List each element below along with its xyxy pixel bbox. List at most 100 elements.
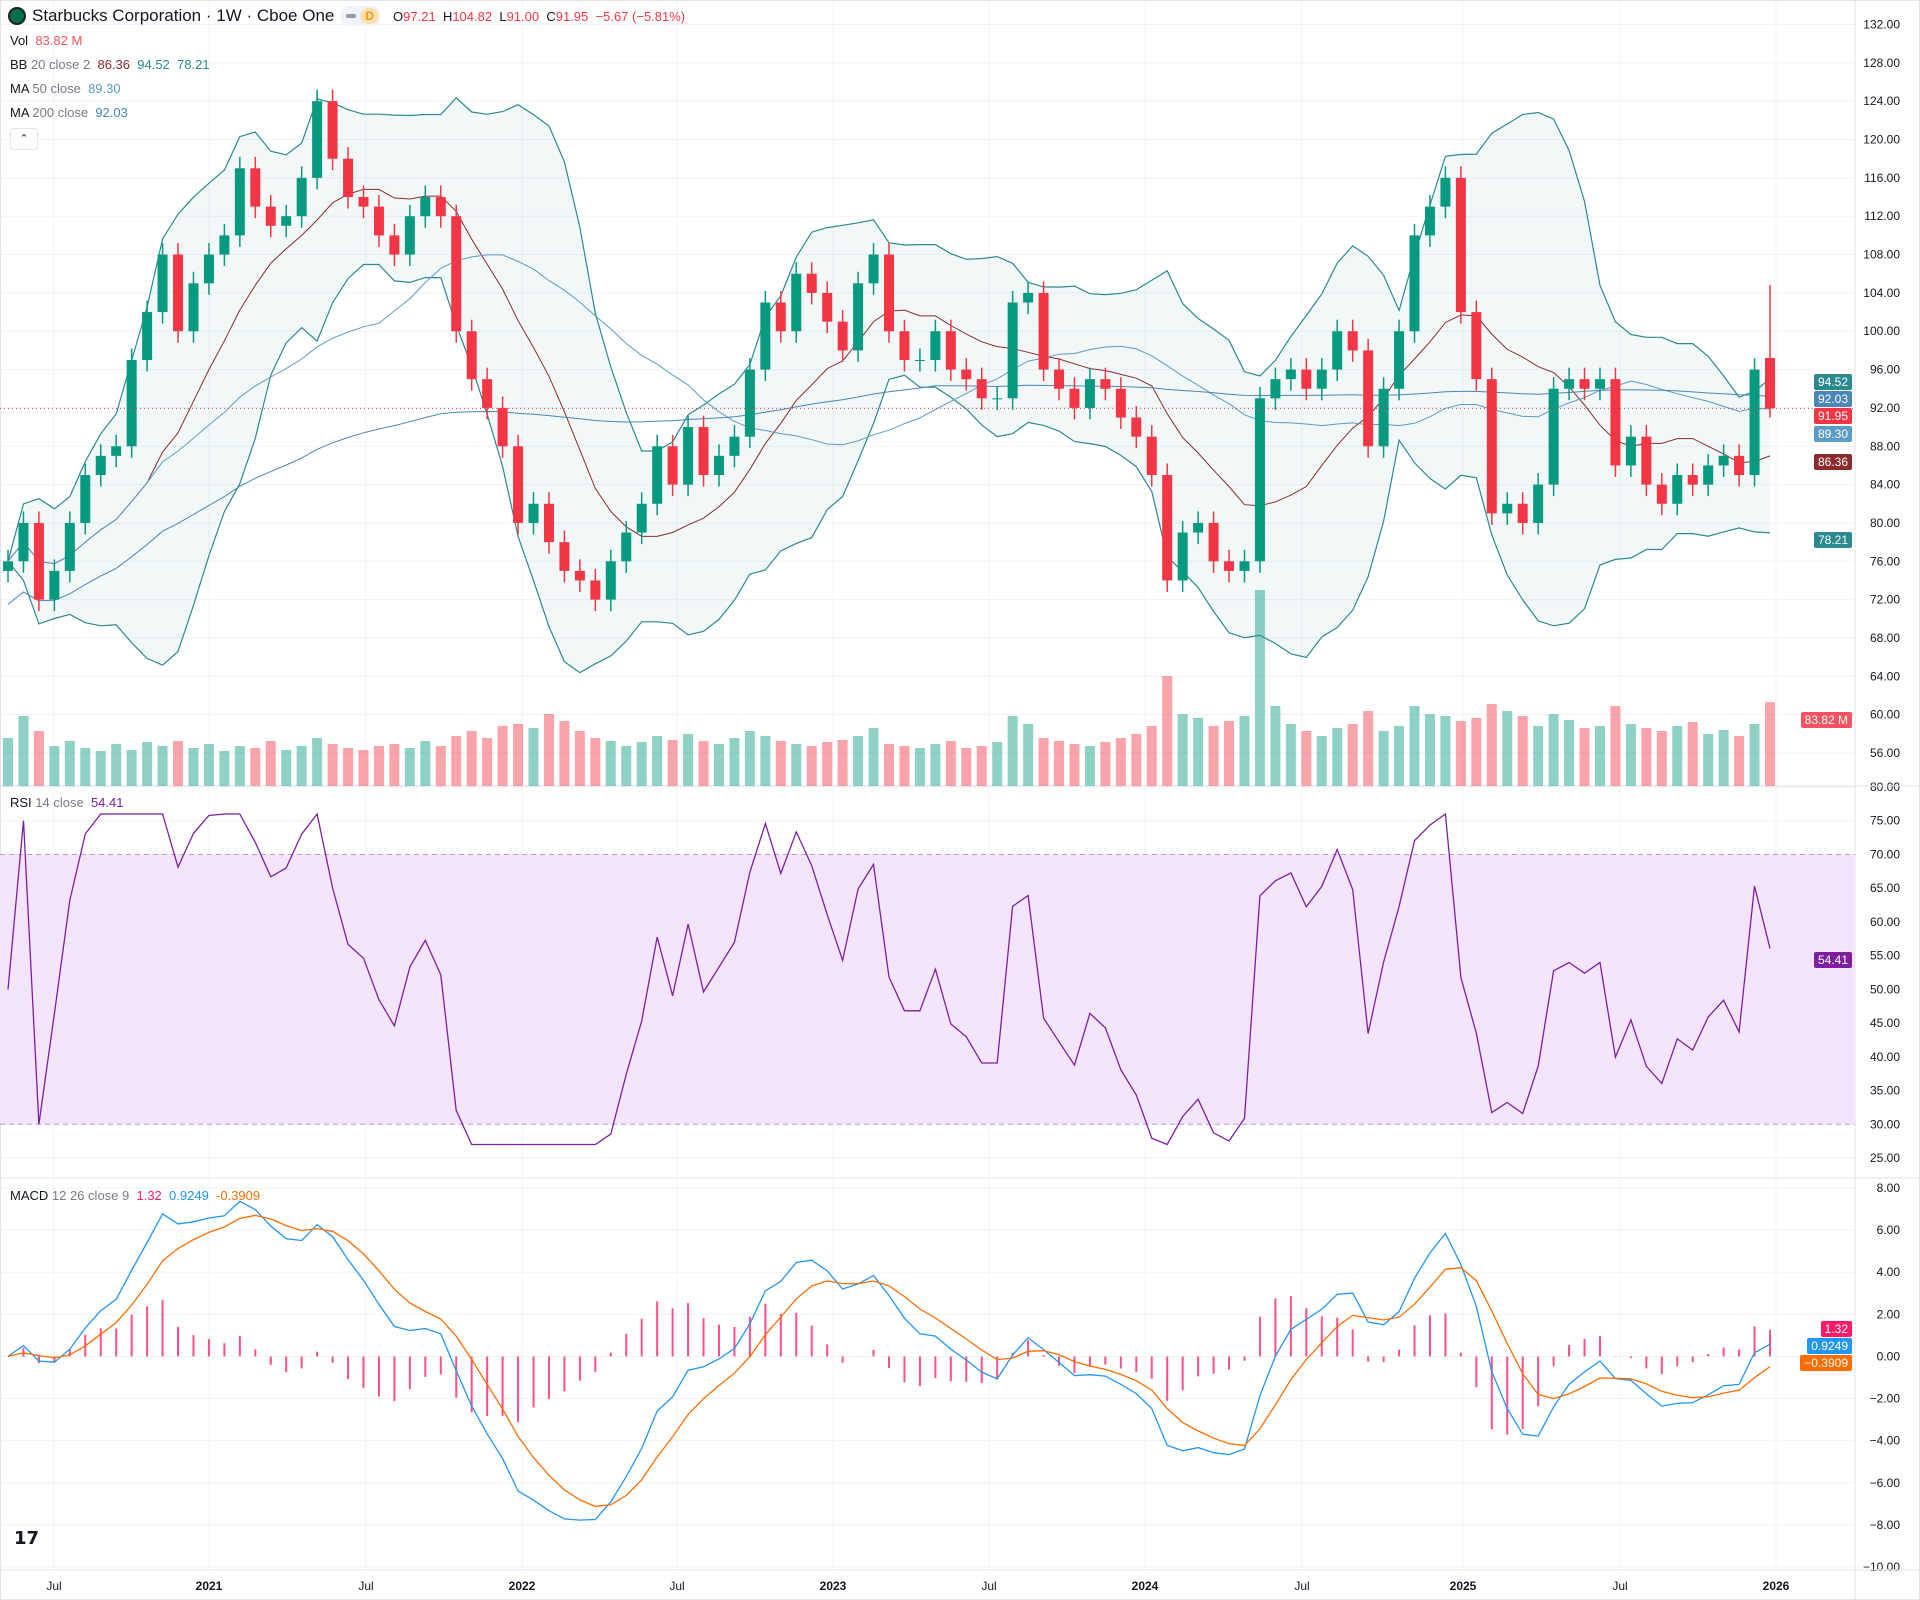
macd-histogram-bar	[269, 1356, 272, 1365]
macd-histogram-bar	[1058, 1356, 1061, 1366]
candle	[142, 300, 153, 372]
volume-bar	[1471, 718, 1482, 786]
macd-histogram-bar	[1181, 1356, 1184, 1391]
volume-legend[interactable]: Vol 83.82 M	[10, 33, 82, 48]
volume-bar	[1069, 744, 1080, 786]
volume-bar	[1208, 726, 1219, 786]
candle-body	[1069, 388, 1080, 408]
macd-histogram-bar	[980, 1356, 983, 1383]
volume-bar	[482, 738, 493, 786]
macd-histogram-bar	[1722, 1347, 1725, 1357]
rsi-legend[interactable]: RSI 14 close 54.41	[10, 795, 124, 810]
macd-histogram-bar	[285, 1356, 288, 1373]
macd-histogram-bar	[687, 1303, 690, 1357]
volume-bar	[976, 746, 987, 786]
candle-body	[775, 302, 786, 332]
symbol-title[interactable]: Starbucks Corporation · 1W · Cboe One	[32, 6, 335, 25]
close-value: 91.95	[555, 8, 589, 24]
macd-histogram-bar	[1552, 1356, 1555, 1367]
candle	[265, 195, 276, 238]
macd-histogram-bar	[1428, 1315, 1431, 1357]
legend-label: MACD	[10, 1188, 49, 1203]
candle	[1687, 463, 1698, 497]
candle-body	[976, 379, 987, 399]
volume-bar	[1394, 726, 1405, 786]
bb-lower-line	[7, 263, 1771, 674]
candle	[930, 319, 941, 372]
rsi-line	[7, 812, 1771, 1146]
macd-legend[interactable]: MACD 12 26 close 9 1.32 0.9249 -0.3909	[10, 1188, 260, 1203]
candle-body	[1177, 532, 1188, 581]
candle	[713, 444, 724, 487]
volume-bar	[404, 748, 415, 786]
price-axis-label: 124.00	[1863, 94, 1900, 108]
macd-histogram-bar	[223, 1343, 226, 1357]
candle	[1316, 358, 1327, 401]
candle	[667, 434, 678, 497]
candle	[1115, 377, 1126, 430]
candle	[528, 492, 539, 535]
tradingview-logo[interactable]: 𝟭𝟳	[14, 1528, 40, 1548]
candle-body	[1424, 206, 1435, 236]
volume-bar	[373, 746, 384, 786]
candle	[1146, 425, 1157, 487]
candle	[435, 185, 446, 228]
macd-histogram-bar	[377, 1356, 380, 1397]
candle-body	[1239, 561, 1250, 571]
macd-histogram-bar	[517, 1356, 520, 1423]
candle	[203, 243, 214, 295]
candle	[1394, 319, 1405, 401]
macd-histogram-bar	[656, 1301, 659, 1357]
bb-legend[interactable]: BB 20 close 2 86.36 94.52 78.21	[10, 57, 210, 72]
candle-body	[64, 522, 75, 571]
volume-bar	[1502, 711, 1513, 786]
volume-bar	[1656, 731, 1667, 786]
time-axis-label: 2025	[1450, 1579, 1477, 1593]
signal-badge: −0.3909	[1800, 1354, 1852, 1371]
volume-bar	[1517, 716, 1528, 786]
macd-histogram-bar	[408, 1356, 411, 1390]
candle-body	[327, 101, 338, 159]
rsi-axis-label: 45.00	[1870, 1016, 1900, 1030]
candle-body	[1594, 379, 1605, 389]
market-status-pill[interactable]: D	[340, 6, 382, 26]
macd-histogram-bar	[1320, 1316, 1323, 1357]
candle	[698, 415, 709, 487]
candle-body	[853, 283, 864, 351]
candle	[33, 511, 44, 612]
ma200-legend[interactable]: MA 200 close 92.03	[10, 105, 128, 120]
price-axis-label: 60.00	[1870, 708, 1900, 722]
macd-histogram-bar	[733, 1326, 736, 1357]
collapse-legend-button[interactable]: ⌃	[10, 128, 38, 150]
macd-histogram-bar	[1336, 1317, 1339, 1357]
candle-body	[18, 522, 29, 562]
macd-axis-label: 6.00	[1877, 1223, 1901, 1237]
candle	[1332, 319, 1343, 382]
price-axis-label: 92.00	[1870, 401, 1900, 415]
candle-body	[1625, 436, 1636, 466]
macd-histogram-bar	[1598, 1336, 1601, 1357]
volume-bar	[49, 746, 60, 786]
macd-histogram-bar	[53, 1356, 56, 1362]
ma50-legend[interactable]: MA 50 close 89.30	[10, 81, 121, 96]
candle	[543, 492, 554, 554]
price-axis-label: 80.00	[1870, 516, 1900, 530]
volume-bar	[1177, 714, 1188, 786]
rsi-axis-label: 30.00	[1870, 1117, 1900, 1131]
candle	[837, 310, 848, 362]
price-axis-label: 56.00	[1870, 746, 1900, 760]
candle	[373, 195, 384, 247]
candle-body	[1455, 177, 1466, 313]
volume-bar	[1270, 706, 1281, 786]
candle-body	[1440, 177, 1451, 207]
macd-histogram-bar	[1150, 1356, 1153, 1379]
volume-bar	[698, 741, 709, 786]
volume-bar	[868, 728, 879, 786]
candle-body	[49, 570, 60, 600]
candle-body	[373, 206, 384, 236]
legend-params: 14 close	[35, 795, 84, 810]
volume-bar	[234, 746, 245, 786]
candle-body	[806, 273, 817, 293]
candle	[327, 89, 338, 171]
